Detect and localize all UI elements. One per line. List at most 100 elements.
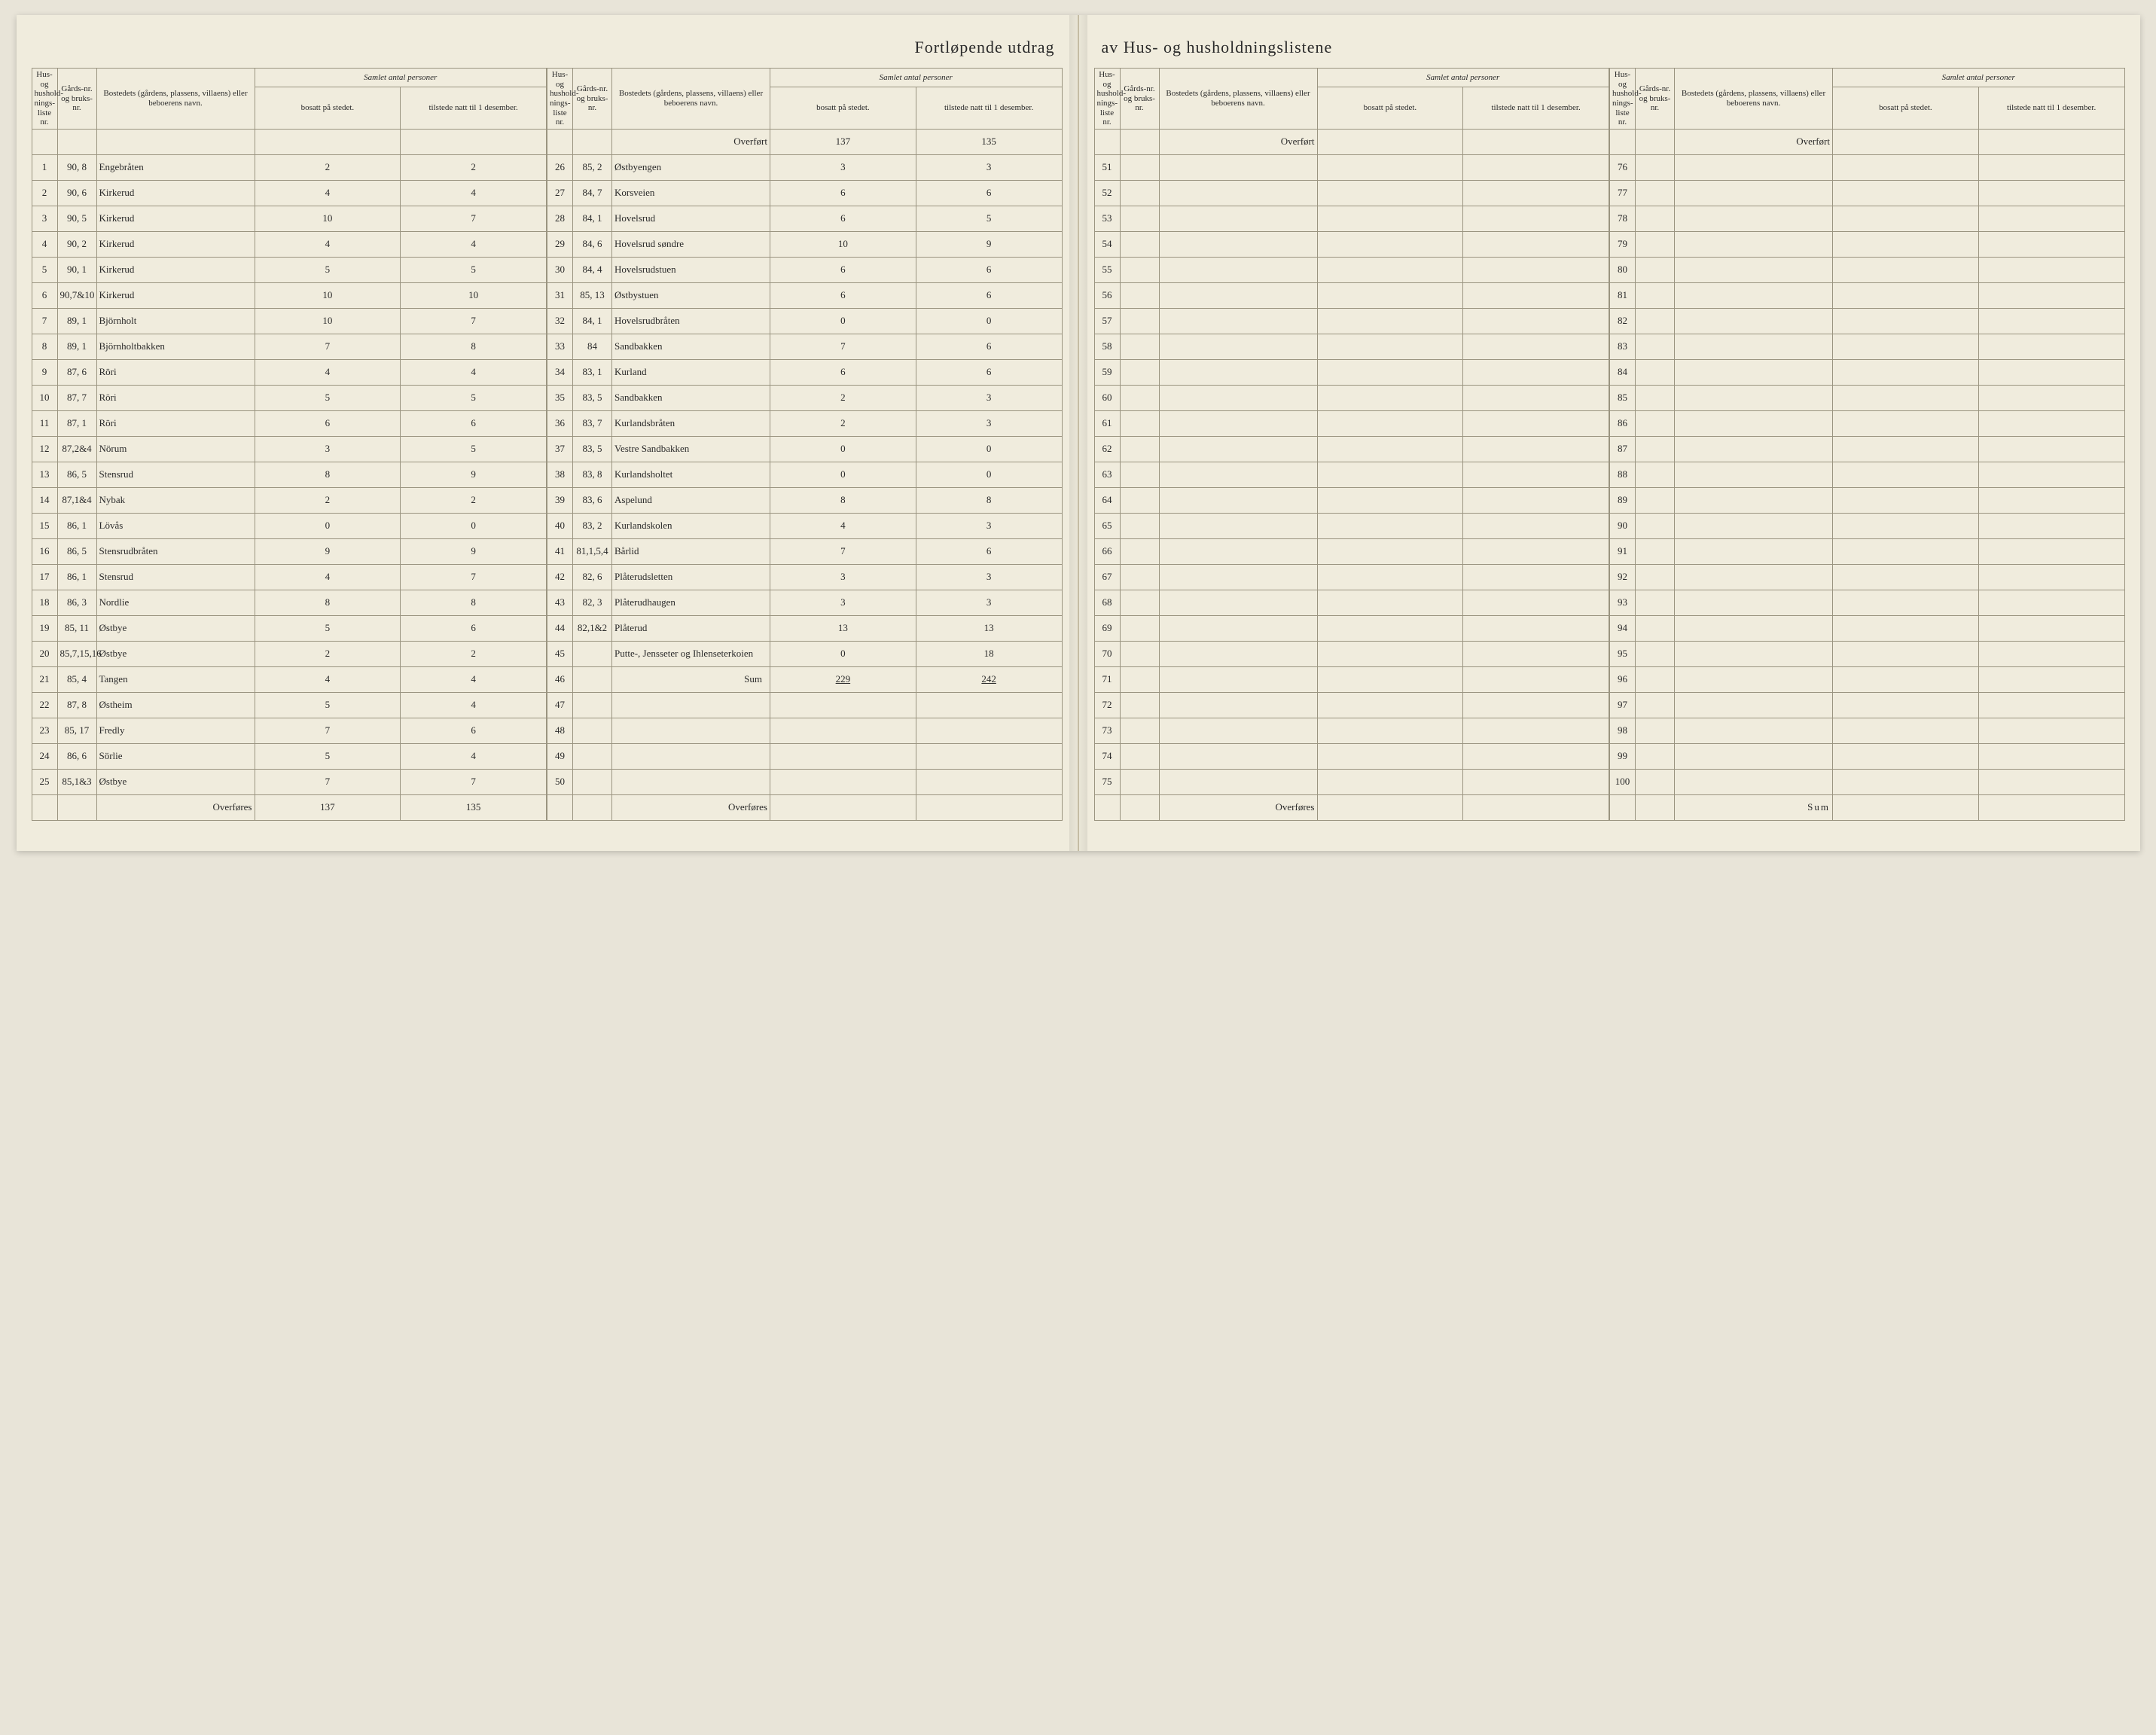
tilstede-count: 0	[916, 462, 1062, 487]
overfores-label: Overføres	[612, 794, 770, 820]
table-row: 99	[1610, 743, 2125, 769]
gard-nr: 85,1&3	[57, 769, 96, 794]
tilstede-count: 6	[401, 615, 547, 641]
bosatt-count: 2	[255, 641, 401, 666]
row-number: 42	[547, 564, 573, 590]
row-number: 39	[547, 487, 573, 513]
bosted-name: Korsveien	[612, 180, 770, 206]
row-number: 41	[547, 538, 573, 564]
footer-bosatt: 137	[255, 794, 401, 820]
bosted-name: Hovelsrud søndre	[612, 231, 770, 257]
gard-nr: 86, 6	[57, 743, 96, 769]
tilstede-count: 3	[916, 590, 1062, 615]
tilstede-count: 8	[401, 334, 547, 359]
tilstede-count: 0	[916, 436, 1062, 462]
table-row: 2 90, 6 Kirkerud 4 4	[32, 180, 547, 206]
row-number: 44	[547, 615, 573, 641]
bosted-name: Stensrud	[96, 462, 255, 487]
tilstede-count: 3	[916, 564, 1062, 590]
table-row: 11 87, 1 Röri 6 6	[32, 410, 547, 436]
gard-nr: 90, 8	[57, 154, 96, 180]
table-row: 20 85,7,15,16 Østbye 2 2	[32, 641, 547, 666]
table-row: 70	[1094, 641, 1609, 666]
tilstede-count: 7	[401, 564, 547, 590]
bosted-name: Putte-, Jensseter og Ihlenseterkoien	[612, 641, 770, 666]
row-number: 28	[547, 206, 573, 231]
title-left: Fortløpende utdrag	[32, 38, 1063, 57]
table-row: 60	[1094, 385, 1609, 410]
overfores-row: Overføres	[547, 794, 1063, 820]
bosted-name: Lövås	[96, 513, 255, 538]
bosted-name: Kurland	[612, 359, 770, 385]
table-row: 49	[547, 743, 1063, 769]
row-number: 2	[32, 180, 57, 206]
gard-nr: 83, 1	[573, 359, 612, 385]
table-row: 61	[1094, 410, 1609, 436]
overfores-row: Overføres 137 135	[32, 794, 547, 820]
ledger-table-col-c: Hus- og hushold-nings-liste nr. Gårds-nr…	[1094, 68, 1610, 821]
bosted-name: Röri	[96, 385, 255, 410]
gard-nr: 85,7,15,16	[57, 641, 96, 666]
table-row: 4 90, 2 Kirkerud 4 4	[32, 231, 547, 257]
row-number: 40	[547, 513, 573, 538]
row-number: 8	[32, 334, 57, 359]
bosatt-count: 0	[770, 462, 916, 487]
row-number: 27	[547, 180, 573, 206]
table-row: 93	[1610, 590, 2125, 615]
tilstede-count: 4	[401, 359, 547, 385]
table-row: 48	[547, 718, 1063, 743]
gard-nr: 84, 1	[573, 308, 612, 334]
gard-nr: 84, 7	[573, 180, 612, 206]
table-row: 81	[1610, 282, 2125, 308]
table-row: 7 89, 1 Björnholt 10 7	[32, 308, 547, 334]
table-row: 65	[1094, 513, 1609, 538]
tilstede-count: 3	[916, 154, 1062, 180]
table-row: 74	[1094, 743, 1609, 769]
bosatt-count: 4	[255, 180, 401, 206]
tilstede-count: 0	[916, 308, 1062, 334]
tilstede-count: 2	[401, 154, 547, 180]
gard-nr: 84	[573, 334, 612, 359]
overfores-label: Overføres	[1159, 794, 1317, 820]
bosatt-count: 8	[770, 487, 916, 513]
gard-nr: 83, 6	[573, 487, 612, 513]
table-row: 5 90, 1 Kirkerud 5 5	[32, 257, 547, 282]
table-row: 67	[1094, 564, 1609, 590]
tilstede-count: 7	[401, 769, 547, 794]
bosatt-count: 5	[255, 615, 401, 641]
row-number: 22	[32, 692, 57, 718]
tilstede-count: 6	[401, 410, 547, 436]
row-number: 9	[32, 359, 57, 385]
tilstede-count: 6	[916, 257, 1062, 282]
table-row: 33 84 Sandbakken 7 6	[547, 334, 1063, 359]
table-row: 44 82,1&2 Plåterud 13 13	[547, 615, 1063, 641]
row-number: 7	[32, 308, 57, 334]
table-row: 71	[1094, 666, 1609, 692]
table-row: 83	[1610, 334, 2125, 359]
tilstede-count: 0	[401, 513, 547, 538]
bosted-name: Stensrudbråten	[96, 538, 255, 564]
overfort-label: Overført	[1159, 129, 1317, 154]
table-row: 21 85, 4 Tangen 4 4	[32, 666, 547, 692]
bosatt-count: 6	[770, 206, 916, 231]
bosted-name: Röri	[96, 359, 255, 385]
bosatt-count: 4	[770, 513, 916, 538]
table-row: 50	[547, 769, 1063, 794]
tilstede-count: 9	[401, 462, 547, 487]
row-number: 18	[32, 590, 57, 615]
tilstede-count: 3	[916, 410, 1062, 436]
right-page: av Hus- og husholdningslistene Hus- og h…	[1078, 15, 2140, 851]
overfores-row: Overføres	[1094, 794, 1609, 820]
gard-nr: 86, 1	[57, 513, 96, 538]
table-row: 17 86, 1 Stensrud 4 7	[32, 564, 547, 590]
table-row: 14 87,1&4 Nybak 2 2	[32, 487, 547, 513]
gard-nr: 90, 6	[57, 180, 96, 206]
bosted-name: Hovelsrudbråten	[612, 308, 770, 334]
bosatt-count: 2	[770, 410, 916, 436]
row-number: 38	[547, 462, 573, 487]
sum-footer-row: Sum	[1610, 794, 2125, 820]
gard-nr: 87,2&4	[57, 436, 96, 462]
table-row: 43 82, 3 Plåterudhaugen 3 3	[547, 590, 1063, 615]
bosted-name: Röri	[96, 410, 255, 436]
row-number: 37	[547, 436, 573, 462]
